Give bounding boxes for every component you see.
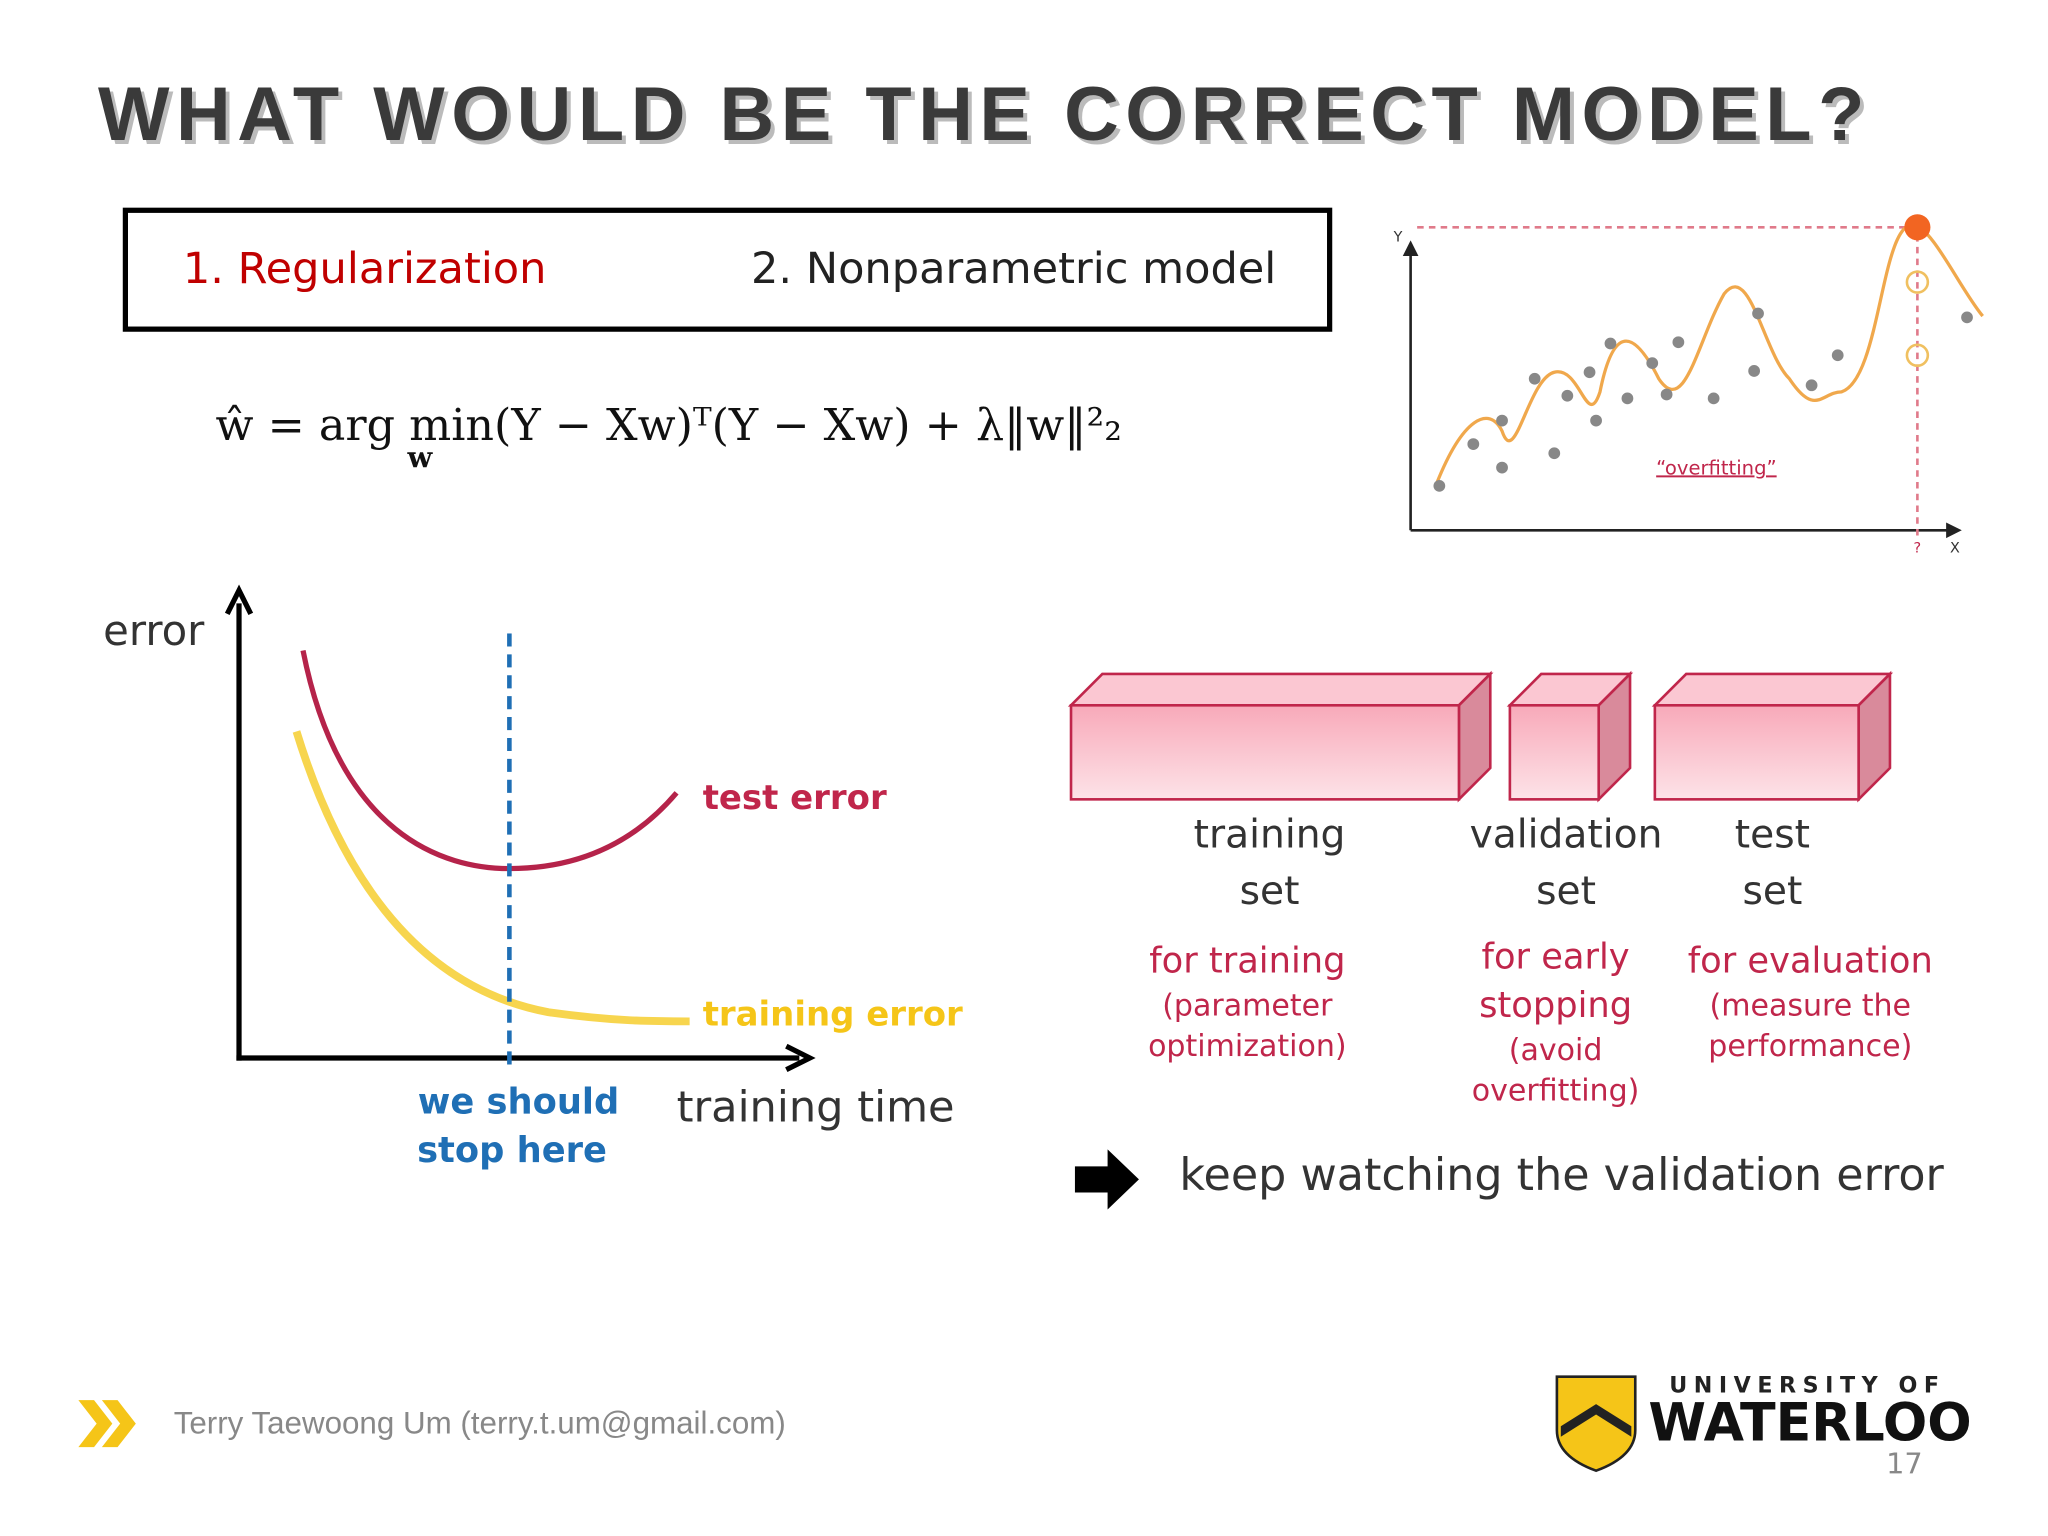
set-purpose: for training [1149, 941, 1345, 982]
set-purpose: for early [1482, 937, 1630, 978]
set-name: validation [1470, 813, 1663, 858]
options-box [122, 207, 1333, 332]
equation: ŵ = arg min(Y − Xw)ᵀ(Y − Xw) + λ‖w‖²₂ [216, 400, 1123, 451]
page-number: 17 [1886, 1446, 1923, 1480]
university-top: UNIVERSITY OF [1669, 1372, 1945, 1398]
arrow [1946, 522, 1962, 539]
set-name: test [1735, 813, 1810, 858]
train-curve [292, 730, 690, 1026]
box-front [1069, 703, 1461, 801]
y-label: error [103, 606, 205, 655]
title-shadow: WHAT WOULD BE THE CORRECT MODEL? [102, 76, 1875, 161]
chevrons [78, 1400, 136, 1448]
set-detail: (parameter [1162, 989, 1333, 1024]
stop-label: we should [418, 1082, 619, 1123]
marker [1905, 343, 1930, 368]
set-detail: overfitting) [1472, 1073, 1640, 1108]
box-top [1651, 672, 1894, 707]
university-name: WATERLOO [1648, 1393, 1971, 1453]
axis-label: Y [1393, 230, 1403, 246]
option: 2. Nonparametric model [751, 244, 1276, 294]
set-purpose: for evaluation [1688, 941, 1933, 982]
set-name: set [1536, 869, 1596, 914]
author: Terry Taewoong Um (terry.t.um@gmail.com) [174, 1405, 786, 1440]
curve-label: test error [703, 778, 887, 818]
box-top [1067, 672, 1494, 707]
crest-chevron [1560, 1404, 1632, 1437]
error-figure: error training time test error training … [103, 584, 963, 1171]
overfit-label: “overfitting” [1656, 456, 1776, 479]
box-front [1508, 703, 1600, 801]
overfit-figure: Y X ? “overfitting” [1393, 214, 1984, 557]
box-front [1653, 703, 1860, 801]
arrow-icon [1074, 1149, 1139, 1210]
axis-label: X [1950, 541, 1960, 557]
marker [1905, 270, 1930, 294]
title: WHAT WOULD BE THE CORRECT MODEL? [98, 72, 1871, 157]
set-purpose: stopping [1479, 985, 1632, 1026]
arrow [785, 1043, 816, 1073]
curve-label: training error [703, 995, 963, 1035]
option: 1. Regularization [183, 244, 547, 294]
stop-label: stop here [417, 1130, 607, 1171]
equation-subscript: w [407, 440, 434, 474]
dataset-boxes [1067, 670, 1894, 803]
crest [1555, 1375, 1637, 1473]
arrow [1402, 240, 1419, 256]
set-name: training [1194, 813, 1346, 858]
set-detail: optimization) [1148, 1029, 1347, 1064]
set-name: set [1240, 869, 1300, 914]
arrow [224, 584, 254, 616]
set-detail: (avoid [1509, 1033, 1603, 1068]
points [1433, 307, 1973, 492]
x-label: training time [677, 1083, 955, 1133]
dataset-text: training set for training (parameter optimiz… [1148, 813, 1933, 1109]
test-curve [300, 649, 679, 872]
fit-curve [1435, 223, 1984, 484]
conclusion: keep watching the validation error [1179, 1150, 1944, 1201]
set-detail: performance) [1708, 1029, 1912, 1064]
set-detail: (measure the [1710, 989, 1912, 1024]
set-name: set [1742, 869, 1802, 914]
marker [1904, 214, 1931, 241]
question: ? [1913, 541, 1921, 557]
